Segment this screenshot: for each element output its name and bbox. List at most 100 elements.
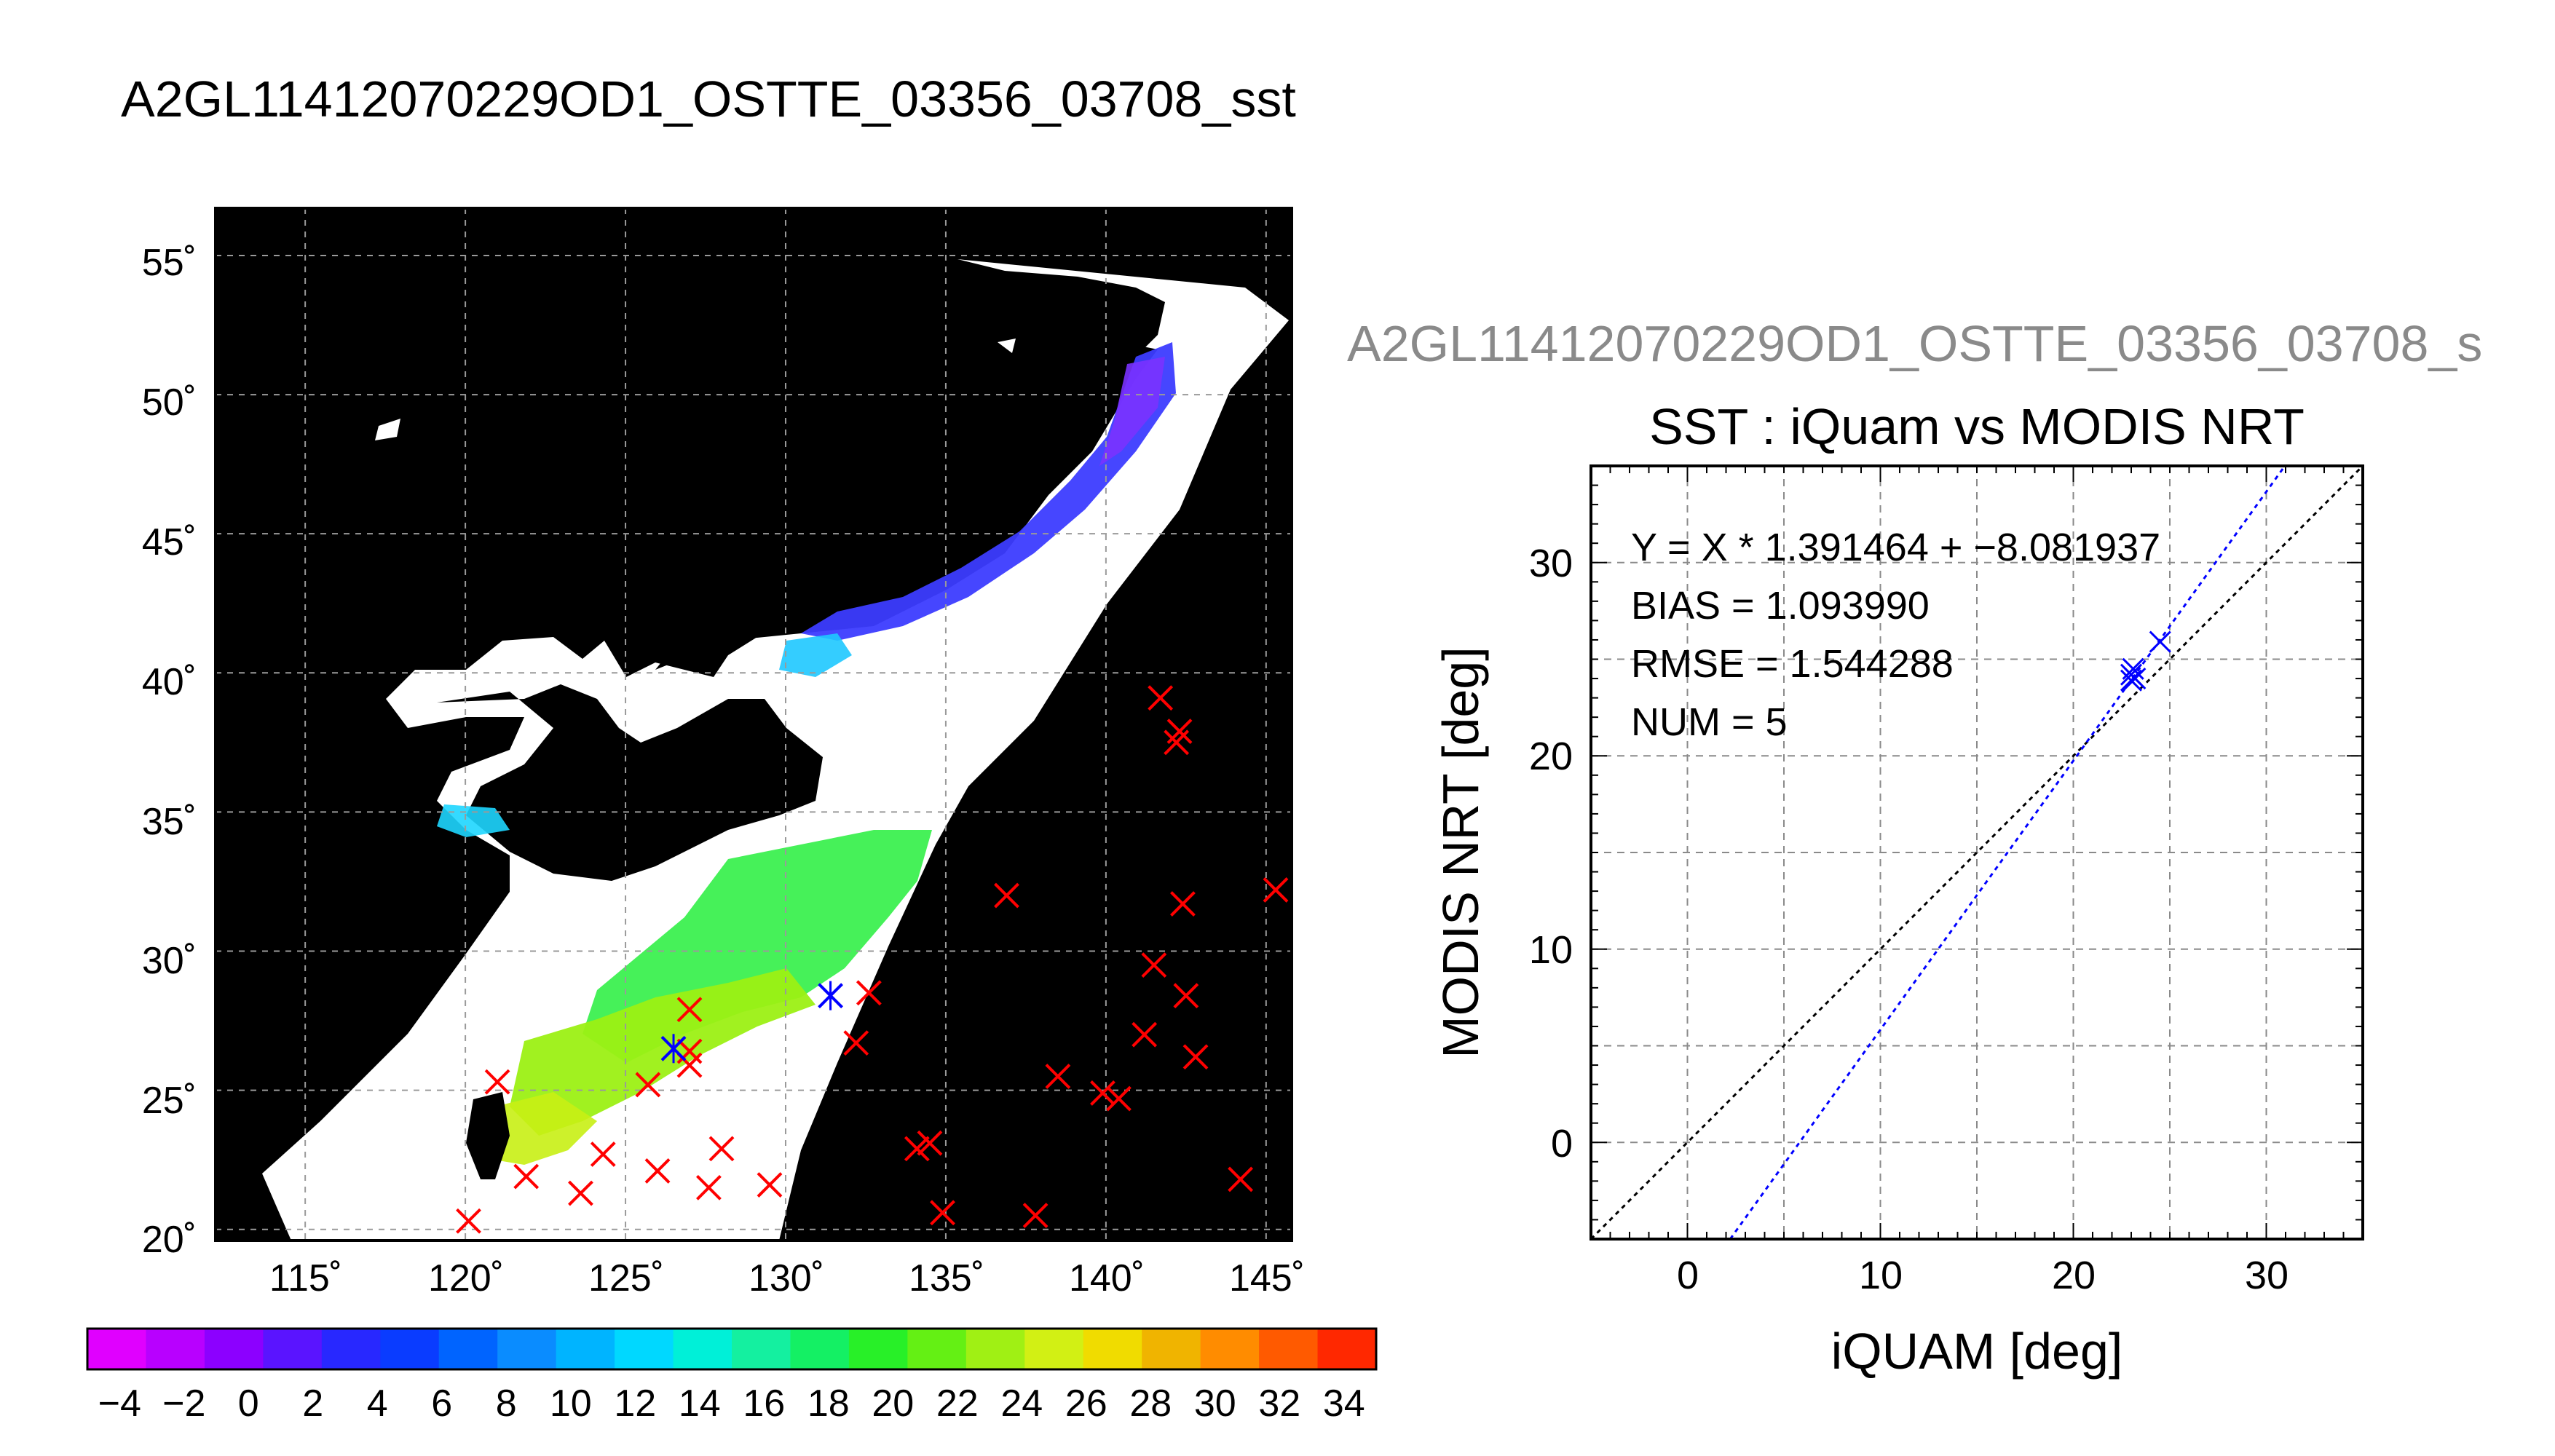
- marker-stroke: [696, 1174, 722, 1200]
- scatter-point: [2122, 657, 2144, 680]
- marker-stroke: [1022, 1203, 1049, 1229]
- sst-swath-warm: [481, 1092, 597, 1165]
- scatter-lines: [1590, 464, 2364, 1241]
- colorbar-tick-label: −4: [98, 1382, 141, 1425]
- y-tick-label: 0: [1551, 1122, 1573, 1166]
- marker-stroke: [590, 1142, 616, 1167]
- lat-tick-label: 20˚: [142, 1219, 197, 1261]
- colorbar-cell: [965, 1329, 1025, 1369]
- colorbar-cell: [380, 1329, 440, 1369]
- sea-of-japan: [655, 342, 1158, 670]
- colorbar-cells: [87, 1329, 1377, 1369]
- scatter-point: [2149, 630, 2171, 653]
- scatter-grid: [1591, 466, 2363, 1239]
- y-axis-label: MODIS NRT [deg]: [1432, 646, 1489, 1058]
- marker-stroke: [635, 1072, 661, 1098]
- marker-stroke: [930, 1200, 955, 1226]
- marker-stroke: [2124, 667, 2147, 690]
- matchup-marker: [1022, 1203, 1049, 1229]
- marker-stroke: [644, 1158, 671, 1184]
- matchup-marker: [484, 1069, 510, 1095]
- colorbar-tick-label: 22: [936, 1382, 979, 1425]
- marker-stroke: [1132, 1021, 1158, 1048]
- colorbar-tick-label: 28: [1129, 1382, 1172, 1425]
- marker-stroke: [843, 1030, 869, 1056]
- y-tick-label: 10: [1529, 928, 1573, 972]
- matchup-marker: [994, 882, 1019, 909]
- matchup-marker: [1170, 891, 1196, 917]
- colorbar-tick-label: 6: [431, 1382, 452, 1425]
- lat-tick-label: 55˚: [142, 242, 197, 284]
- sst-swath-warm: [510, 968, 816, 1136]
- lat-tick-label: 45˚: [142, 521, 197, 563]
- matchup-marker: [856, 980, 882, 1006]
- colorbar-cell: [673, 1329, 732, 1369]
- marker-stroke: [1090, 1080, 1115, 1106]
- valid-matchup-marker: [660, 1034, 687, 1064]
- y-tick-label: 20: [1529, 735, 1573, 778]
- matchup-marker: [568, 1180, 593, 1206]
- regression-equation: Y = X * 1.391464 + −8.081937: [1631, 526, 2160, 569]
- lon-tick-label: 115˚: [269, 1257, 342, 1299]
- x-tick-label: 10: [1859, 1254, 1903, 1297]
- colorbar-cell: [732, 1329, 791, 1369]
- colorbar-tick-label: 32: [1258, 1382, 1300, 1425]
- marker-stroke: [1045, 1064, 1071, 1089]
- matchup-marker: [676, 997, 703, 1023]
- marker-stroke: [676, 997, 703, 1023]
- identity-line: [1590, 464, 2364, 1241]
- marker-stroke: [904, 1136, 930, 1162]
- marker-stroke: [1148, 685, 1174, 711]
- colorbar-frame: [86, 1327, 1378, 1371]
- colorbar-cell: [497, 1329, 557, 1369]
- matchup-marker: [1173, 983, 1199, 1009]
- matchup-marker: [757, 1172, 783, 1198]
- colorbar-tick-label: 10: [550, 1382, 592, 1425]
- matchup-marker: [904, 1136, 930, 1162]
- taiwan: [466, 1092, 510, 1179]
- regression-line: [1729, 465, 2286, 1240]
- scatter-title: SST : iQuam vs MODIS NRT: [1649, 398, 2305, 455]
- scatter-points: [2120, 630, 2171, 692]
- colorbar-cell: [1200, 1329, 1260, 1369]
- lon-tick-label: 125˚: [588, 1257, 664, 1299]
- marker-stroke: [456, 1208, 481, 1234]
- scatter-panel: SST : iQuam vs MODIS NRT Y = X * 1.39146…: [1432, 398, 2364, 1380]
- map-frame: [214, 207, 1293, 1242]
- marker-stroke: [1141, 952, 1167, 978]
- colorbar-tick-label: 34: [1323, 1382, 1365, 1425]
- x-tick-label: 30: [2245, 1254, 2289, 1297]
- marker-stroke: [1173, 983, 1199, 1009]
- colorbar-tick-label: 0: [238, 1382, 259, 1425]
- colorbar-tick-label: 20: [872, 1382, 914, 1425]
- colorbar-cell: [438, 1329, 498, 1369]
- scatter-annotations: Y = X * 1.391464 + −8.081937 BIAS = 1.09…: [1631, 526, 2160, 744]
- map-lat-labels: 55˚ 50˚ 45˚ 40˚ 35˚ 30˚ 25˚ 20˚: [142, 242, 197, 1261]
- colorbar-tick-label: 24: [1000, 1382, 1043, 1425]
- matchup-marker: [1132, 1021, 1158, 1048]
- scatter-tick-marks: [1590, 465, 2364, 1240]
- matchup-marker: [1263, 877, 1289, 903]
- marker-stroke: [2149, 630, 2171, 653]
- marker-stroke: [2122, 657, 2144, 680]
- matchup-marker: [644, 1158, 671, 1184]
- marker-stroke: [757, 1172, 783, 1198]
- y-tick-label: 30: [1529, 542, 1573, 585]
- count-label: NUM = 5: [1631, 700, 1788, 744]
- map-content: [262, 259, 1289, 1241]
- colorbar-cell: [1024, 1329, 1084, 1369]
- lat-tick-label: 30˚: [142, 940, 197, 982]
- lat-tick-label: 40˚: [142, 661, 197, 703]
- matchup-marker: [590, 1142, 616, 1167]
- lon-tick-label: 145˚: [1229, 1257, 1305, 1299]
- matchup-marker: [513, 1163, 540, 1190]
- matchup-marker: [1166, 719, 1193, 744]
- matchup-marker: [1148, 685, 1174, 711]
- colorbar-tick-label: 16: [743, 1382, 785, 1425]
- land-patch: [998, 339, 1016, 353]
- sst-swath-cold: [1099, 357, 1165, 466]
- sst-swath-cool: [437, 804, 510, 837]
- x-tick-label: 20: [2052, 1254, 2096, 1297]
- lon-tick-label: 130˚: [749, 1257, 824, 1299]
- colorbar-tick-label: 18: [807, 1382, 850, 1425]
